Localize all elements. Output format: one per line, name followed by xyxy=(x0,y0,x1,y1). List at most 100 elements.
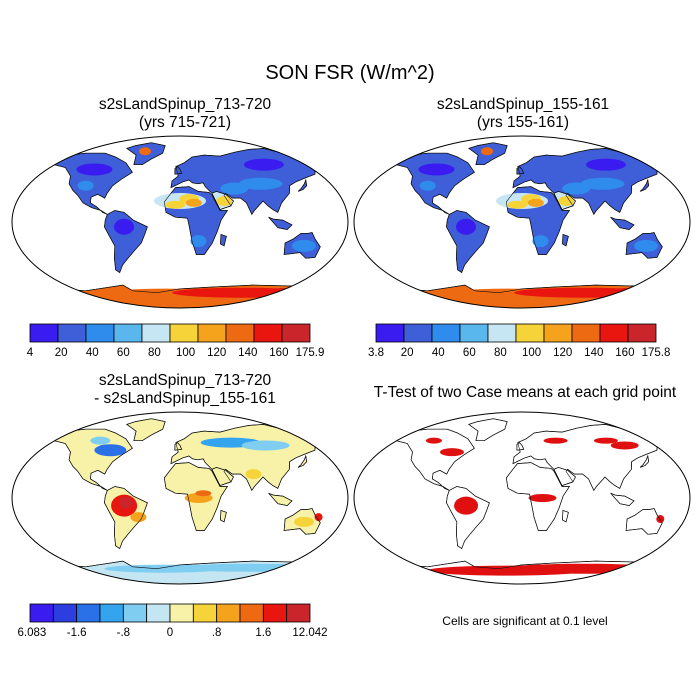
map-diff xyxy=(10,410,350,586)
map-ttest-field-patch xyxy=(656,515,664,523)
map-ttest-field-patch xyxy=(594,438,618,444)
colorbar-diff-swatch xyxy=(240,604,263,622)
map-case2-field-patch xyxy=(418,163,454,175)
panel-title-case2: s2sLandSpinup_155-161 (yrs 155-161) xyxy=(358,96,688,132)
map-diff-field-patch xyxy=(242,440,290,450)
colorbar-diff-tick-label: 12.042 xyxy=(292,627,327,639)
panel-title-case1-line1: s2sLandSpinup_713-720 xyxy=(20,96,350,114)
map-case1-field-patch xyxy=(244,159,284,171)
colorbar-case1-swatch xyxy=(58,324,86,342)
colorbar-case2-swatch xyxy=(376,324,404,342)
colorbar-diff-swatch xyxy=(100,604,123,622)
map-diff-field-patch xyxy=(294,517,314,527)
map-case2-field-patch xyxy=(507,201,527,209)
colorbar-case1-swatch xyxy=(254,324,282,342)
colorbar-case2-swatch xyxy=(572,324,600,342)
map-case1-field-patch xyxy=(186,199,202,207)
map-ttest-field-patch xyxy=(544,438,568,444)
colorbar-case2-swatch xyxy=(404,324,432,342)
map-case2-field-patch xyxy=(514,288,654,298)
colorbar-case2-tick-label: 140 xyxy=(584,347,603,359)
map-diff-field-patch xyxy=(195,490,211,496)
colorbar-case1-tick-label: 175.9 xyxy=(296,347,325,359)
colorbar-case1-swatch xyxy=(226,324,254,342)
map-case1-field-patch xyxy=(257,288,337,298)
colorbar-diff-swatch xyxy=(193,604,216,622)
map-case2-field-patch xyxy=(532,235,548,247)
map-case1-field-patch xyxy=(238,178,282,190)
colorbar-case1-tick-label: 60 xyxy=(117,347,130,359)
colorbar-case1-swatch xyxy=(170,324,198,342)
map-case1-field-patch xyxy=(190,235,206,247)
colorbar-diff-tick-label: -6.083 xyxy=(18,627,46,639)
colorbar-case1-tick-label: 100 xyxy=(176,347,195,359)
colorbar-case2-swatch xyxy=(628,324,656,342)
map-diff-field-patch xyxy=(94,444,126,456)
colorbar-diff-swatch xyxy=(30,604,53,622)
map-case2-field-patch xyxy=(528,199,544,207)
map-case1-field-patch xyxy=(139,147,151,155)
colorbar-diff-swatch xyxy=(147,604,170,622)
colorbar-diff-swatch xyxy=(287,604,310,622)
panel-title-diff-line2: - s2sLandSpinup_155-161 xyxy=(20,390,350,408)
colorbar-diff-swatch xyxy=(217,604,240,622)
map-case2-field-patch xyxy=(599,288,679,298)
map-ttest-field-patch xyxy=(529,494,557,502)
colorbar-case2-tick-label: 80 xyxy=(494,347,507,359)
panel-title-case1-line2: (yrs 715-721) xyxy=(20,114,350,132)
map-case1-field-patch xyxy=(114,219,134,235)
colorbar-case2-tick-label: 120 xyxy=(553,347,572,359)
map-case1 xyxy=(10,134,350,310)
significance-note: Cells are significant at 0.1 level xyxy=(360,614,690,628)
map-case1-field-patch xyxy=(165,201,185,209)
colorbar-case2-tick-label: 3.8 xyxy=(368,347,384,359)
colorbar-case1-swatch xyxy=(114,324,142,342)
colorbar-case2-tick-label: 160 xyxy=(615,347,634,359)
colorbar-diff-swatch xyxy=(53,604,76,622)
colorbar-case1: 4 20 40 60 80 100 120 140 160 175.9 xyxy=(18,320,348,362)
map-ttest-field-patch xyxy=(426,438,442,444)
map-case1-field-patch xyxy=(76,163,112,175)
colorbar-case1-tick-label: 20 xyxy=(55,347,68,359)
colorbar-diff-swatch xyxy=(263,604,286,622)
map-diff-field-patch xyxy=(119,497,133,509)
colorbar-case1-swatch xyxy=(198,324,226,342)
map-diff-field-patch xyxy=(90,437,110,445)
colorbar-case1-tick-label: 80 xyxy=(148,347,161,359)
map-case2 xyxy=(352,134,692,310)
panel-title-case2-line2: (yrs 155-161) xyxy=(358,114,688,132)
colorbar-case2-tick-label: 175.8 xyxy=(642,347,671,359)
map-diff-field-patch xyxy=(130,512,146,522)
colorbar-case1-tick-label: 40 xyxy=(86,347,99,359)
map-diff-field-patch xyxy=(180,564,320,572)
colorbar-case1-swatch xyxy=(30,324,58,342)
colorbar-diff-swatch xyxy=(170,604,193,622)
colorbar-case1-tick-label: 4 xyxy=(27,347,34,359)
colorbar-diff-swatch xyxy=(77,604,100,622)
colorbar-diff: -6.083 -1.6 -.8 0 .8 1.6 12.042 xyxy=(18,600,348,642)
colorbar-case1-swatch xyxy=(86,324,114,342)
colorbar-case2-swatch xyxy=(488,324,516,342)
panel-title-case1: s2sLandSpinup_713-720 (yrs 715-721) xyxy=(20,96,350,132)
colorbar-case1-swatch xyxy=(282,324,310,342)
map-case2-field-patch xyxy=(481,147,493,155)
panel-title-diff: s2sLandSpinup_713-720 - s2sLandSpinup_15… xyxy=(20,372,350,408)
colorbar-case2-tick-label: 100 xyxy=(522,347,541,359)
panel-title-case2-line1: s2sLandSpinup_155-161 xyxy=(358,96,688,114)
map-case2-field-patch xyxy=(634,240,658,252)
map-diff-field-patch xyxy=(245,469,261,479)
colorbar-case1-swatch xyxy=(142,324,170,342)
map-ttest xyxy=(352,410,692,586)
map-case2-field-patch xyxy=(456,219,476,235)
map-ttest-field-patch xyxy=(454,497,478,515)
colorbar-diff-tick-label: -.8 xyxy=(117,627,130,639)
colorbar-case1-tick-label: 140 xyxy=(238,347,257,359)
colorbar-case2-tick-label: 60 xyxy=(463,347,476,359)
colorbar-case2: 3.8 20 40 60 80 100 120 140 160 175.8 xyxy=(364,320,694,362)
colorbar-case1-tick-label: 120 xyxy=(207,347,226,359)
map-case1-field-patch xyxy=(78,181,94,191)
colorbar-case2-swatch xyxy=(432,324,460,342)
colorbar-diff-tick-label: -1.6 xyxy=(67,627,87,639)
panel-title-diff-line1: s2sLandSpinup_713-720 xyxy=(20,372,350,390)
panel-title-ttest: T-Test of two Case means at each grid po… xyxy=(355,384,695,402)
